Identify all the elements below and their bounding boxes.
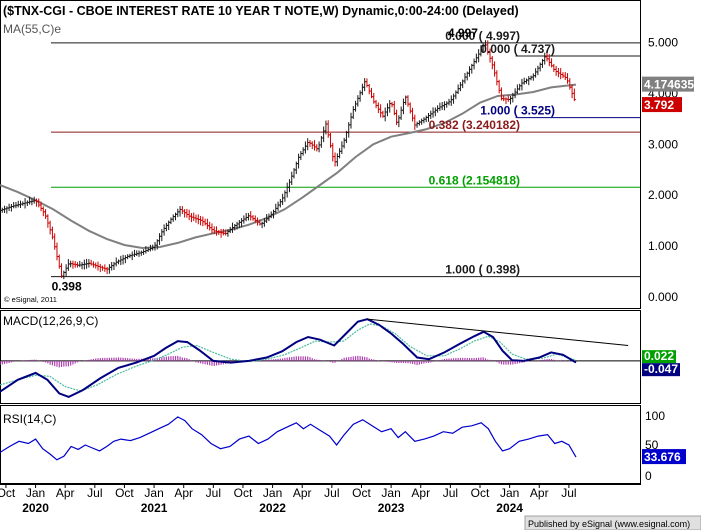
ma-value-text: 4.174635: [644, 78, 694, 92]
rsi-line: [0, 416, 577, 461]
x-tick-label: Jul: [561, 486, 576, 500]
price-panel: [0, 0, 641, 309]
x-tick-label: Oct: [234, 486, 253, 500]
rsi-value-text: 33.676: [644, 450, 681, 464]
x-tick-label: Apr: [293, 486, 312, 500]
x-tick-label: Oct: [471, 486, 490, 500]
x-year-label: 2022: [259, 501, 286, 515]
macd-trendline: [367, 318, 629, 347]
price-extreme-label: 4.997: [448, 26, 478, 40]
rsi-label: RSI(14,C): [3, 412, 56, 426]
x-tick-label: Jul: [206, 486, 221, 500]
copyright: © eSignal, 2011: [4, 295, 57, 304]
last-price-badge: [642, 97, 682, 113]
series-layer: [0, 40, 629, 461]
x-tick-label: Jan: [263, 486, 282, 500]
x-year-label: 2021: [141, 501, 168, 515]
x-tick-label: Oct: [0, 486, 16, 500]
x-tick-label: Jul: [443, 486, 458, 500]
rsi-panel: [0, 405, 641, 484]
macd-label: MACD(12,26,9,C): [3, 314, 98, 328]
level-label: 0.618 (2.154818): [429, 173, 520, 187]
macd-value-badge: [642, 350, 676, 364]
x-tick-label: Apr: [56, 486, 75, 500]
level-label: 1.000 ( 0.398): [445, 263, 520, 277]
last-price-text: 3.792: [644, 98, 674, 112]
price-y-tick: 5.000: [648, 36, 678, 50]
x-tick-label: Apr: [174, 486, 193, 500]
chart-title: ($TNX-CGI - CBOE INTEREST RATE 10 YEAR T…: [3, 4, 519, 18]
x-tick-label: Apr: [411, 486, 430, 500]
footer-text: Published by eSignal (www.esignal.com): [528, 519, 690, 529]
macd-panel: [0, 310, 641, 404]
x-tick-label: Jan: [26, 486, 45, 500]
level-label: 1.000 ( 3.525): [480, 104, 555, 118]
x-tick-label: Oct: [115, 486, 134, 500]
footer-bar: [524, 515, 701, 530]
price-y-tick: 3.000: [648, 137, 678, 151]
price-y-tick: 1.000: [648, 239, 678, 253]
macd-value-text: 0.022: [644, 349, 674, 363]
rsi-y-tick: 0: [645, 469, 652, 483]
rsi-value-badge: [642, 449, 686, 465]
x-tick-label: Apr: [530, 486, 549, 500]
rsi-y-tick: 50: [645, 438, 659, 452]
signal-value-text: -0.047: [644, 362, 678, 376]
x-tick-label: Jul: [324, 486, 339, 500]
ma-label: MA(55,C)e: [3, 22, 61, 36]
level-label: 0.000 ( 4.997): [445, 29, 520, 43]
price-extreme-label: 0.398: [52, 280, 82, 294]
fib-lines-layer: [50, 42, 640, 278]
x-tick-label: Jan: [500, 486, 519, 500]
x-tick-label: Jul: [87, 486, 102, 500]
level-label: 0.382 (3.240182): [429, 118, 520, 132]
x-tick-label: Jan: [381, 486, 400, 500]
x-tick-label: Oct: [352, 486, 371, 500]
x-tick-label: Jan: [144, 486, 163, 500]
rsi-y-tick: 100: [645, 409, 665, 423]
signal-value-badge: [642, 363, 680, 377]
x-year-label: 2024: [496, 501, 523, 515]
moving-average-line: [0, 83, 577, 250]
macd-line: [0, 318, 577, 398]
ma-value-badge: [642, 76, 694, 92]
macd-signal-line: [0, 323, 577, 392]
x-year-label: 2020: [22, 501, 49, 515]
price-y-tick: 0.000: [648, 290, 678, 304]
price-y-tick: 2.000: [648, 188, 678, 202]
x-year-label: 2023: [378, 501, 405, 515]
level-label: 0.000 ( 4.737): [480, 42, 555, 56]
